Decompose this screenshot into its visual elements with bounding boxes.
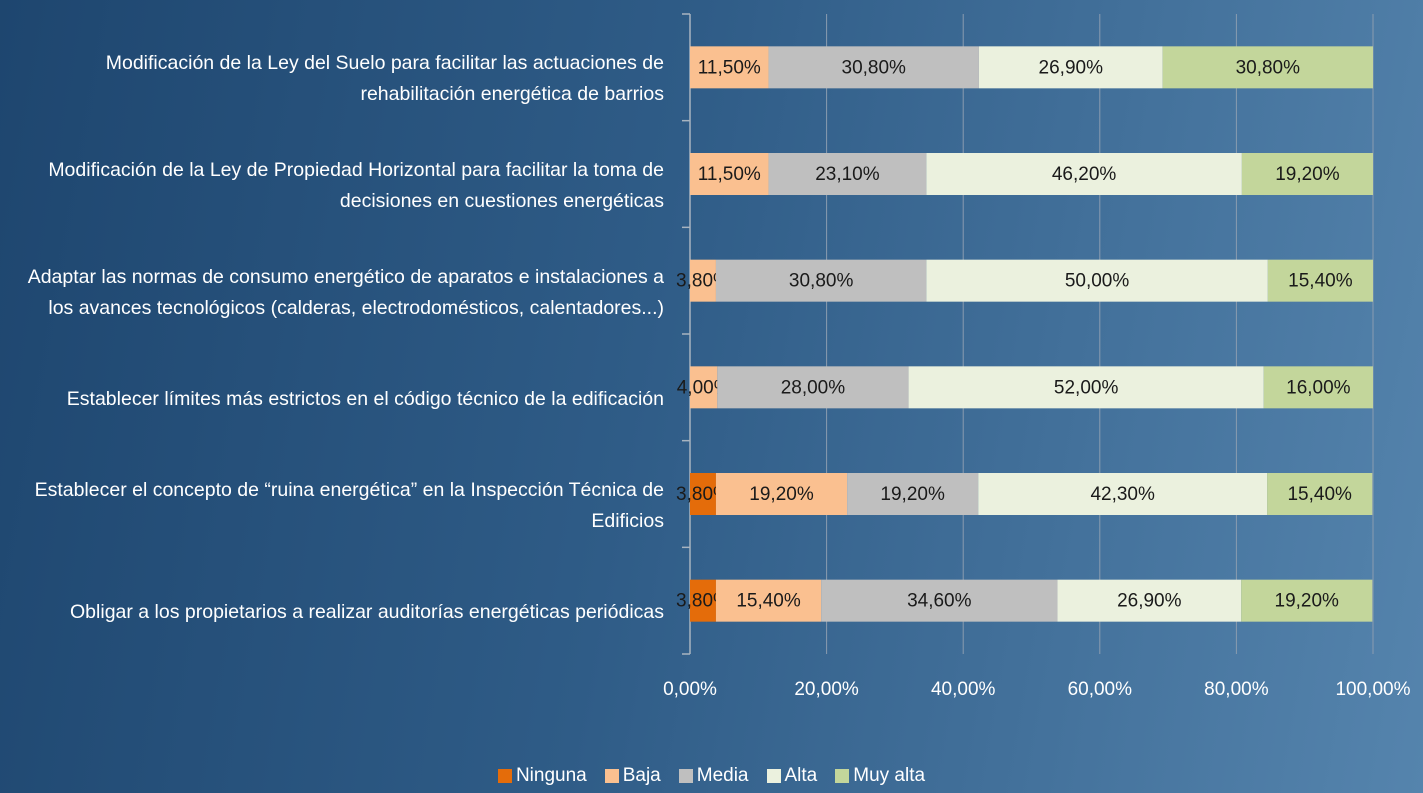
value-label: 26,90% [1117,591,1182,612]
value-label: 15,40% [1288,271,1353,292]
category-label: Establecer límites más estrictos en el c… [66,387,664,410]
bar-segment [1263,366,1373,409]
category-label: Modificación de la Ley de Propiedad Hori… [48,159,664,212]
bar-segment [717,366,909,409]
value-label: 11,50% [698,57,761,78]
bar-segment [715,473,848,515]
bar-segment [768,153,927,195]
legend-item: Ninguna [497,765,587,787]
value-label: 11,50% [698,164,761,185]
value-label: 19,20% [1275,164,1340,185]
value-label: 4,00% [677,377,731,398]
legend-swatch [678,769,693,783]
x-tick-label: 40,00% [931,679,996,700]
bar-segment [978,473,1268,515]
bar-segment [768,46,979,89]
legend-swatch [497,769,512,783]
legend-item: Baja [604,765,661,787]
category-label: Obligar a los propietarios a realizar au… [70,601,664,624]
legend-swatch [604,769,619,783]
x-tick-label: 80,00% [1204,679,1269,700]
bar-segment [690,153,769,195]
x-tick-label: 0,00% [663,679,717,700]
bar-segment [715,259,927,302]
bar-segment [1162,46,1373,89]
value-label: 50,00% [1065,271,1130,292]
bar-segment [1057,579,1242,622]
x-tick-label: 100,00% [1335,679,1410,700]
value-label: 30,80% [842,57,907,78]
value-label: 42,30% [1090,484,1155,505]
legend-label: Ninguna [515,765,587,786]
bar-segment [690,473,716,515]
legend-swatch [835,769,850,783]
bar-segment [1267,473,1373,515]
value-label: 30,80% [789,271,854,292]
legend-label: Muy alta [853,765,926,786]
category-label: Modificación de la Ley del Suelo para fa… [105,52,664,106]
category-label: Establecer el concepto de “ruina energét… [34,479,664,532]
bar-segment [690,579,716,622]
legend-label: Media [696,765,749,786]
bar-segment [926,259,1268,302]
bar-segment [690,46,769,89]
value-label: 26,90% [1039,57,1104,78]
x-tick-label: 60,00% [1068,679,1133,700]
bar-segment [978,46,1163,89]
x-tick-label: 20,00% [794,679,859,700]
legend-item: Alta [766,765,818,787]
legend-item: Media [678,765,749,787]
bar-segment [715,579,822,622]
legend: Ninguna Baja Media Alta Muy alta [0,765,1423,787]
value-label: 30,80% [1236,57,1301,78]
value-label: 15,40% [1287,484,1352,505]
value-label: 19,20% [749,484,814,505]
legend-label: Alta [784,765,818,786]
value-label: 46,20% [1052,164,1117,185]
value-label: 23,10% [815,164,880,185]
bar-segment [690,366,718,409]
bar-segment [908,366,1264,409]
value-label: 19,20% [1275,591,1340,612]
bar-segment [1267,259,1373,302]
bar-segment [1241,153,1373,195]
category-label: Adaptar las normas de consumo energético… [27,265,664,319]
bar-segment [847,473,979,515]
value-label: 19,20% [880,484,945,505]
legend-swatch [766,769,781,783]
value-label: 34,60% [907,591,972,612]
bar-segment [926,153,1242,195]
value-label: 15,40% [736,591,801,612]
bar-segment [690,259,716,302]
value-label: 52,00% [1054,377,1119,398]
bar-segment [821,579,1058,622]
value-label: 28,00% [781,377,846,398]
legend-label: Baja [622,765,661,786]
bar-segment [1241,579,1373,622]
legend-item: Muy alta [835,765,925,787]
value-label: 16,00% [1286,377,1351,398]
